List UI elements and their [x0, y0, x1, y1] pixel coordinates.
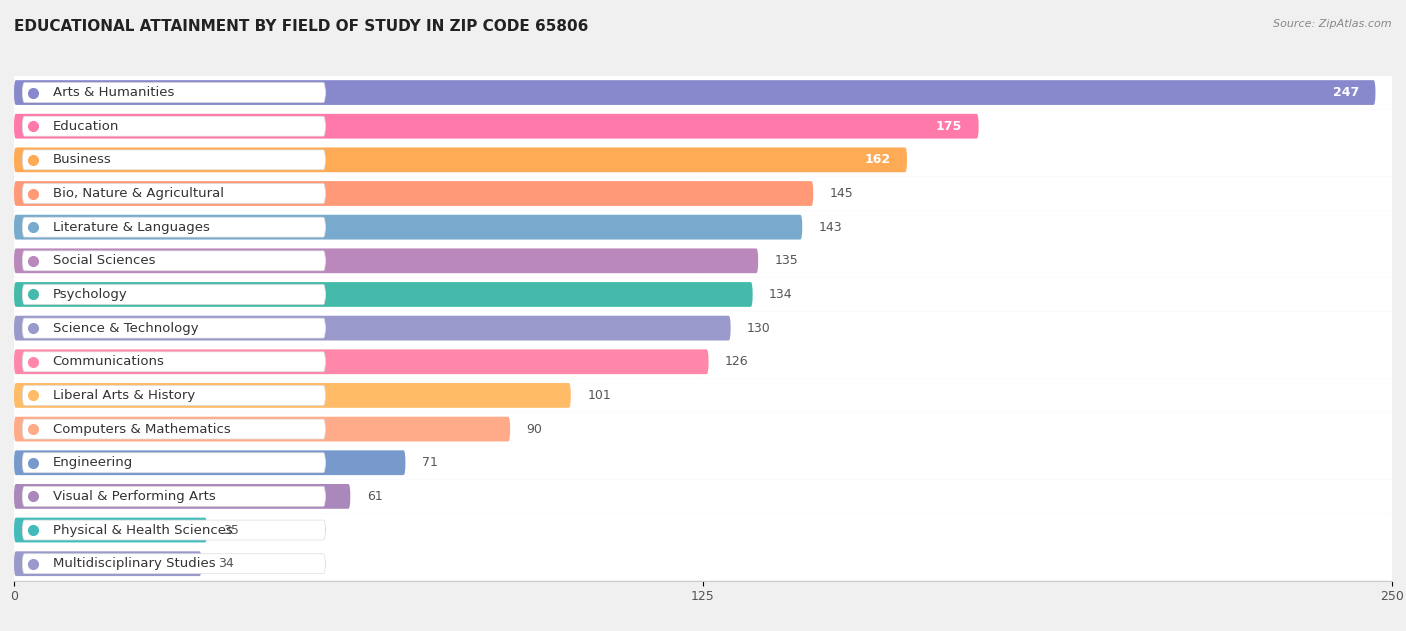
- FancyBboxPatch shape: [22, 285, 325, 304]
- Text: 90: 90: [527, 423, 543, 435]
- Text: Engineering: Engineering: [52, 456, 134, 469]
- Text: Education: Education: [52, 120, 120, 133]
- Text: 143: 143: [818, 221, 842, 233]
- FancyBboxPatch shape: [14, 551, 201, 576]
- FancyBboxPatch shape: [22, 453, 325, 473]
- Text: 126: 126: [725, 355, 748, 369]
- Text: 135: 135: [775, 254, 799, 268]
- FancyBboxPatch shape: [14, 114, 979, 139]
- FancyBboxPatch shape: [14, 278, 1392, 311]
- FancyBboxPatch shape: [22, 217, 325, 237]
- Text: Literature & Languages: Literature & Languages: [52, 221, 209, 233]
- Text: EDUCATIONAL ATTAINMENT BY FIELD OF STUDY IN ZIP CODE 65806: EDUCATIONAL ATTAINMENT BY FIELD OF STUDY…: [14, 19, 589, 34]
- FancyBboxPatch shape: [14, 350, 709, 374]
- Text: Psychology: Psychology: [52, 288, 128, 301]
- FancyBboxPatch shape: [22, 554, 325, 574]
- FancyBboxPatch shape: [14, 76, 1392, 109]
- FancyBboxPatch shape: [14, 547, 1392, 581]
- FancyBboxPatch shape: [14, 480, 1392, 513]
- FancyBboxPatch shape: [22, 520, 325, 540]
- FancyBboxPatch shape: [14, 513, 1392, 547]
- FancyBboxPatch shape: [14, 80, 1375, 105]
- FancyBboxPatch shape: [14, 311, 1392, 345]
- Text: 247: 247: [1333, 86, 1358, 99]
- FancyBboxPatch shape: [22, 150, 325, 170]
- Text: 145: 145: [830, 187, 853, 200]
- Text: Arts & Humanities: Arts & Humanities: [52, 86, 174, 99]
- Text: Multidisciplinary Studies: Multidisciplinary Studies: [52, 557, 215, 570]
- Text: 61: 61: [367, 490, 382, 503]
- FancyBboxPatch shape: [14, 148, 907, 172]
- FancyBboxPatch shape: [22, 184, 325, 203]
- FancyBboxPatch shape: [22, 116, 325, 136]
- Text: 130: 130: [747, 322, 770, 334]
- FancyBboxPatch shape: [22, 487, 325, 506]
- Text: 34: 34: [218, 557, 233, 570]
- FancyBboxPatch shape: [14, 446, 1392, 480]
- FancyBboxPatch shape: [14, 181, 813, 206]
- Text: Social Sciences: Social Sciences: [52, 254, 155, 268]
- FancyBboxPatch shape: [14, 316, 731, 341]
- FancyBboxPatch shape: [22, 83, 325, 102]
- Text: 101: 101: [588, 389, 612, 402]
- Text: 162: 162: [865, 153, 890, 167]
- FancyBboxPatch shape: [14, 143, 1392, 177]
- FancyBboxPatch shape: [22, 419, 325, 439]
- FancyBboxPatch shape: [14, 379, 1392, 412]
- Text: Science & Technology: Science & Technology: [52, 322, 198, 334]
- FancyBboxPatch shape: [14, 416, 510, 442]
- FancyBboxPatch shape: [14, 210, 1392, 244]
- FancyBboxPatch shape: [14, 177, 1392, 210]
- FancyBboxPatch shape: [14, 383, 571, 408]
- FancyBboxPatch shape: [22, 386, 325, 405]
- Text: 134: 134: [769, 288, 793, 301]
- FancyBboxPatch shape: [14, 451, 405, 475]
- Text: Visual & Performing Arts: Visual & Performing Arts: [52, 490, 215, 503]
- FancyBboxPatch shape: [14, 412, 1392, 446]
- FancyBboxPatch shape: [14, 282, 752, 307]
- Text: 175: 175: [936, 120, 962, 133]
- FancyBboxPatch shape: [14, 244, 1392, 278]
- Text: 35: 35: [224, 524, 239, 536]
- FancyBboxPatch shape: [22, 352, 325, 372]
- FancyBboxPatch shape: [22, 318, 325, 338]
- FancyBboxPatch shape: [14, 215, 803, 240]
- FancyBboxPatch shape: [14, 345, 1392, 379]
- Text: Computers & Mathematics: Computers & Mathematics: [52, 423, 231, 435]
- FancyBboxPatch shape: [14, 517, 207, 543]
- FancyBboxPatch shape: [14, 249, 758, 273]
- Text: 71: 71: [422, 456, 437, 469]
- Text: Physical & Health Sciences: Physical & Health Sciences: [52, 524, 232, 536]
- Text: Communications: Communications: [52, 355, 165, 369]
- FancyBboxPatch shape: [22, 251, 325, 271]
- Text: Liberal Arts & History: Liberal Arts & History: [52, 389, 195, 402]
- Text: Business: Business: [52, 153, 111, 167]
- FancyBboxPatch shape: [14, 109, 1392, 143]
- Text: Source: ZipAtlas.com: Source: ZipAtlas.com: [1274, 19, 1392, 29]
- Text: Bio, Nature & Agricultural: Bio, Nature & Agricultural: [52, 187, 224, 200]
- FancyBboxPatch shape: [14, 484, 350, 509]
